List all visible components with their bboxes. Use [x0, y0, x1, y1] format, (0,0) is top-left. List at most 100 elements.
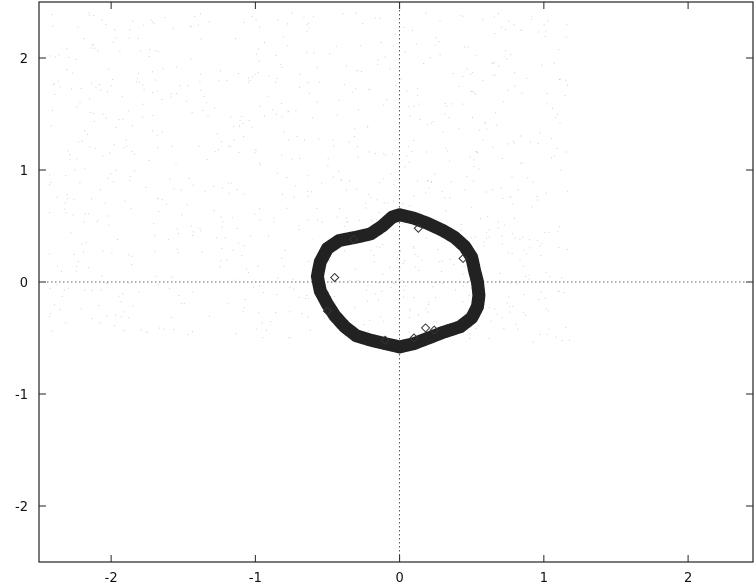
noise-speck [273, 221, 275, 223]
noise-speck [525, 253, 527, 255]
noise-speck [161, 99, 163, 100]
noise-speck [92, 43, 94, 45]
noise-speck [476, 152, 478, 154]
noise-speck [517, 328, 519, 330]
noise-speck [233, 139, 235, 141]
noise-speck [243, 245, 245, 247]
noise-speck [281, 66, 283, 68]
noise-speck [158, 210, 160, 212]
noise-speck [105, 24, 107, 25]
noise-speck [522, 236, 524, 238]
noise-speck [392, 45, 394, 47]
noise-speck [406, 90, 408, 92]
noise-speck [61, 295, 63, 297]
noise-speck [354, 127, 356, 129]
noise-speck [106, 315, 108, 317]
noise-speck [289, 286, 291, 288]
noise-speck [381, 290, 382, 292]
noise-speck [556, 148, 558, 150]
noise-speck [220, 260, 222, 262]
noise-speck [288, 337, 290, 339]
noise-speck [221, 226, 223, 228]
noise-speck [51, 330, 53, 332]
diamond-data-point [458, 253, 468, 264]
noise-speck [425, 12, 427, 14]
noise-speck [176, 228, 178, 230]
noise-speck [332, 139, 334, 141]
noise-speck [87, 133, 89, 135]
noise-speck [284, 250, 286, 251]
noise-speck [76, 158, 78, 160]
noise-speck [131, 150, 133, 152]
ring-data-point [391, 208, 405, 222]
noise-speck [491, 62, 493, 64]
noise-speck [409, 308, 411, 310]
noise-speck [146, 331, 148, 333]
noise-speck [514, 85, 516, 87]
noise-speck [287, 23, 288, 25]
noise-speck [231, 182, 233, 184]
noise-speck [75, 59, 77, 60]
noise-speck [448, 117, 450, 118]
noise-speck [558, 246, 560, 248]
noise-speck [113, 144, 115, 146]
noise-speck [492, 189, 494, 191]
noise-speck [328, 259, 330, 261]
noise-speck [201, 251, 203, 253]
noise-speck [376, 219, 378, 221]
noise-speck [356, 146, 358, 148]
noise-speck [513, 142, 515, 144]
noise-speck [548, 328, 550, 330]
noise-speck [357, 280, 359, 282]
noise-speck [488, 338, 490, 340]
noise-speck [293, 196, 295, 198]
noise-speck [83, 221, 85, 223]
noise-speck [298, 296, 300, 298]
noise-speck [496, 124, 498, 126]
noise-speck [345, 217, 347, 219]
noise-speck [480, 218, 482, 220]
noise-speck [552, 107, 553, 109]
axis-ticks [39, 2, 753, 562]
noise-speck [268, 75, 270, 77]
noise-speck [503, 101, 505, 103]
noise-speck [305, 298, 306, 300]
noise-speck [71, 88, 73, 90]
noise-speck [511, 176, 513, 178]
noise-speck [450, 181, 452, 183]
noise-speck [50, 125, 52, 127]
noise-speck [460, 224, 462, 225]
noise-speck [248, 120, 250, 121]
noise-speck [329, 53, 331, 55]
noise-speck [414, 254, 416, 256]
noise-speck [169, 288, 171, 290]
noise-speck [138, 72, 139, 74]
noise-speck [494, 33, 496, 34]
noise-speck [566, 190, 568, 192]
noise-speck [464, 46, 466, 48]
noise-speck [259, 164, 261, 166]
noise-speck [63, 289, 65, 291]
noise-speck [519, 260, 521, 262]
noise-speck [545, 192, 547, 194]
noise-speck [503, 224, 505, 226]
noise-speck [435, 297, 436, 299]
noise-speck [218, 80, 220, 82]
noise-speck [262, 337, 264, 339]
noise-speck [73, 199, 75, 201]
noise-speck [499, 272, 501, 274]
noise-speck [97, 219, 99, 221]
noise-speck [101, 19, 103, 21]
noise-speck [100, 89, 102, 91]
noise-speck [96, 221, 98, 223]
noise-speck [540, 255, 542, 257]
noise-speck [66, 198, 68, 200]
noise-speck [241, 116, 243, 118]
noise-speck [413, 247, 415, 249]
diamond-data-point [420, 323, 431, 333]
x-tick-label: -1 [249, 571, 262, 586]
noise-speck [342, 13, 344, 15]
noise-speck [107, 177, 109, 179]
noise-speck [538, 299, 540, 300]
noise-speck [531, 206, 533, 208]
